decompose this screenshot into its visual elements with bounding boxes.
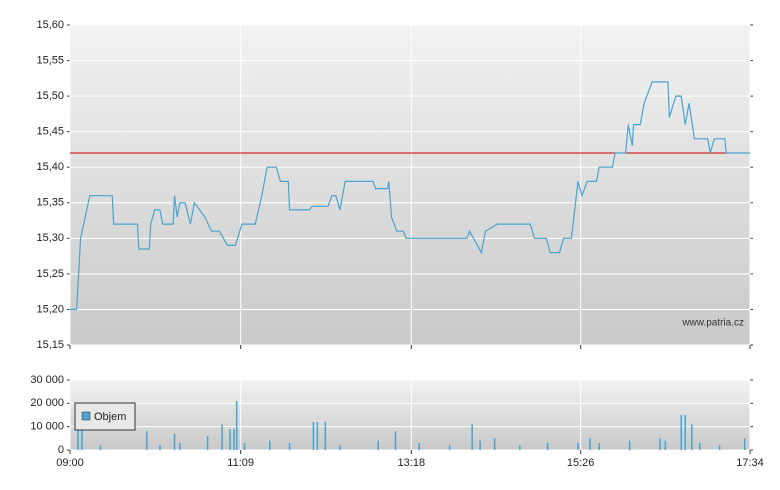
volume-bar [233,429,235,450]
volume-bar [243,443,246,450]
volume-bar [312,422,315,450]
volume-bar [324,422,327,450]
volume-bar [493,438,496,450]
volume-bar [206,436,209,450]
volume-bar [221,424,223,450]
volume-bar [471,424,473,450]
volume-bar [664,440,667,450]
volume-bar [159,445,161,450]
y-tick-label: 15,30 [36,232,64,244]
volume-bar [145,431,148,450]
volume-bar [339,445,341,450]
volume-bar [589,438,591,450]
y-tick-label: 20 000 [30,397,64,409]
volume-bar [173,433,176,450]
volume-bar [179,443,181,450]
volume-bar [394,431,397,450]
volume-plot-area [70,380,750,450]
price-plot-area [70,25,750,345]
y-tick-label: 15,35 [36,197,64,209]
volume-bar [519,445,521,450]
volume-bar [81,422,83,450]
x-tick-label: 17:34 [736,457,764,469]
price-line [70,81,750,310]
legend-swatch [81,411,91,421]
y-tick-label: 15,45 [36,126,64,138]
y-tick-label: 15,20 [36,303,64,315]
volume-bar [680,415,682,450]
volume-bar [418,443,421,450]
volume-bar [659,438,661,450]
volume-bar [288,443,291,450]
volume-bar [269,440,271,450]
x-tick-label: 09:00 [56,457,84,469]
volume-bar [99,445,102,450]
volume-bar [229,429,231,450]
volume-bar [377,440,379,450]
volume-bar [718,445,721,450]
volume-bar [743,438,746,450]
volume-bar [316,422,319,450]
y-tick-label: 0 [58,444,64,456]
volume-bar [691,424,693,450]
volume-bar [698,443,701,450]
y-tick-label: 30 000 [30,374,64,386]
volume-bar [77,426,79,450]
y-tick-label: 15,15 [36,339,64,351]
volume-bar [479,440,481,450]
y-tick-label: 15,25 [36,268,64,280]
volume-bar [598,443,600,450]
x-tick-label: 13:18 [398,457,426,469]
x-tick-label: 11:09 [227,457,254,469]
volume-bar [628,440,631,450]
x-tick-label: 15:26 [567,457,595,469]
volume-bar [577,443,579,450]
y-tick-label: 15,50 [36,90,64,102]
y-tick-label: 15,60 [36,19,64,31]
y-tick-label: 15,55 [36,54,64,66]
volume-bar [448,445,451,450]
legend-label: Objem [94,411,126,423]
y-tick-label: 15,40 [36,161,64,173]
y-tick-label: 10 000 [30,421,64,433]
volume-bar [546,443,549,450]
volume-bar [235,401,238,450]
volume-bar [684,415,686,450]
watermark: www.patria.cz [681,318,744,329]
